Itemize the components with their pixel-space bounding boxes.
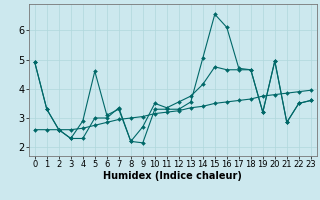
X-axis label: Humidex (Indice chaleur): Humidex (Indice chaleur) xyxy=(103,171,242,181)
